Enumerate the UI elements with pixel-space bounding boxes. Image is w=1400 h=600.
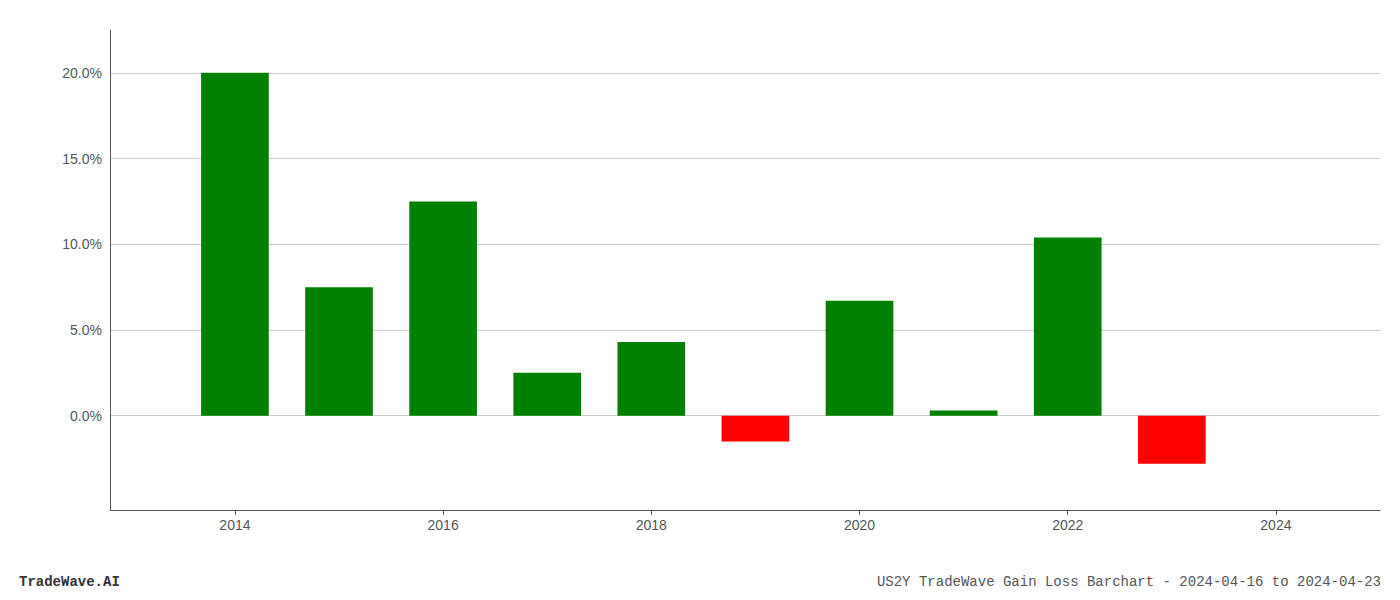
svg-text:2018: 2018 <box>636 517 667 533</box>
svg-text:US2Y TradeWave Gain Loss Barch: US2Y TradeWave Gain Loss Barchart - 2024… <box>877 574 1381 590</box>
svg-text:2020: 2020 <box>844 517 875 533</box>
svg-text:0.0%: 0.0% <box>70 408 102 424</box>
svg-text:20.0%: 20.0% <box>62 65 102 81</box>
svg-text:10.0%: 10.0% <box>62 236 102 252</box>
svg-text:2022: 2022 <box>1052 517 1083 533</box>
svg-text:TradeWave.AI: TradeWave.AI <box>19 574 120 590</box>
svg-text:2024: 2024 <box>1260 517 1291 533</box>
svg-text:2016: 2016 <box>428 517 459 533</box>
svg-text:15.0%: 15.0% <box>62 151 102 167</box>
svg-text:5.0%: 5.0% <box>70 322 102 338</box>
svg-text:2014: 2014 <box>219 517 250 533</box>
